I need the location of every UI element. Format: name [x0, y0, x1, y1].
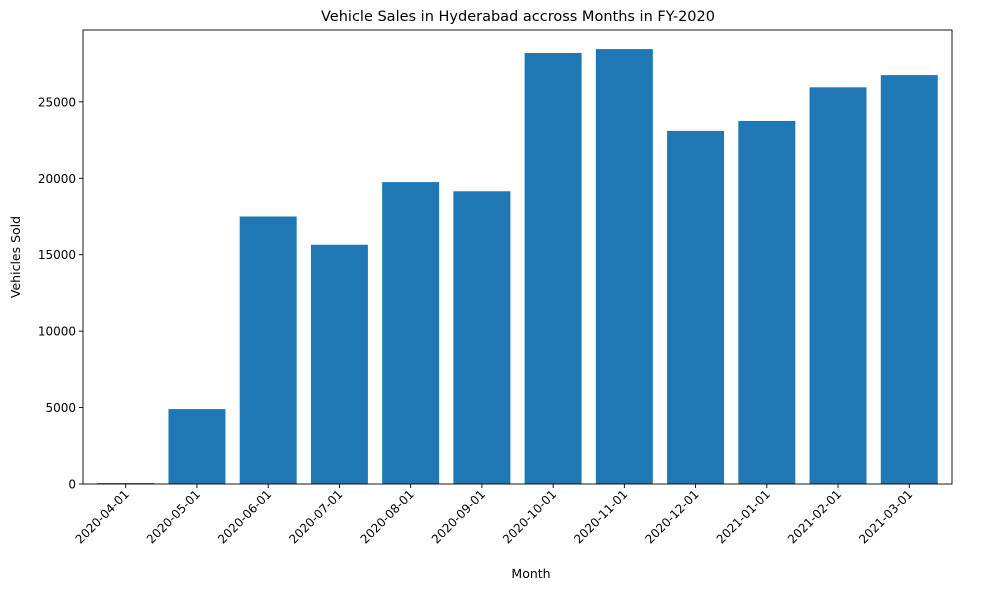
bar-2021-02-01: [809, 87, 867, 484]
y-tick-label: 0: [68, 478, 76, 492]
x-tick-label: 2020-08-01: [358, 487, 417, 546]
chart-title: Vehicle Sales in Hyderabad accross Month…: [321, 9, 715, 25]
x-tick-label: 2020-06-01: [215, 487, 274, 546]
bar-2020-10-01: [524, 52, 582, 485]
x-tick-label: 2020-07-01: [286, 487, 345, 546]
y-tick-label: 15000: [38, 248, 76, 262]
x-tick-label: 2021-03-01: [856, 487, 915, 546]
x-tick-label: 2020-09-01: [429, 487, 488, 546]
x-tick-label: 2021-02-01: [785, 487, 844, 546]
bar-2021-03-01: [880, 75, 938, 485]
bar-2020-05-01: [168, 409, 226, 484]
bar-2020-12-01: [667, 130, 725, 484]
y-tick-label: 10000: [38, 325, 76, 339]
bar-2020-09-01: [453, 191, 511, 485]
x-tick-label: 2020-10-01: [500, 487, 559, 546]
y-tick-label: 20000: [38, 172, 76, 186]
bars-group: [97, 49, 938, 485]
bar-2020-11-01: [595, 49, 653, 485]
bar-2020-04-01: [97, 483, 155, 484]
x-tick-label: 2020-11-01: [571, 487, 630, 546]
x-tick-label: 2020-12-01: [642, 487, 701, 546]
x-tick-label: 2020-05-01: [144, 487, 203, 546]
y-tick-label: 25000: [38, 95, 76, 109]
bar-2021-01-01: [738, 120, 796, 484]
bar-2020-08-01: [382, 182, 440, 484]
y-axis-label: Vehicles Sold: [8, 216, 23, 298]
x-tick-label: 2021-01-01: [714, 487, 773, 546]
x-axis: 2020-04-01 2020-05-01 2020-06-01 2020-07-01…: [73, 484, 915, 546]
x-tick-label: 2020-04-01: [73, 487, 132, 546]
x-axis-label: Month: [511, 566, 550, 581]
y-axis: 0 5000 10000 15000 20000 25000: [38, 95, 83, 492]
bar-2020-06-01: [239, 216, 297, 484]
plot-frame: [82, 29, 953, 485]
y-tick-label: 5000: [45, 401, 76, 415]
bar-2020-07-01: [310, 244, 368, 484]
